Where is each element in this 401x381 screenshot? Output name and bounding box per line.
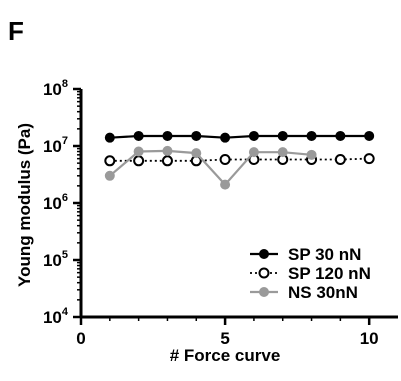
series-2 xyxy=(104,153,375,167)
data-point xyxy=(335,130,346,141)
y-tick-label: 105 xyxy=(43,249,68,270)
data-point xyxy=(133,155,145,167)
y-axis-title: Young modulus (Pa) xyxy=(15,123,34,287)
data-point xyxy=(104,155,116,167)
series-layer xyxy=(104,130,375,190)
data-point xyxy=(363,153,375,165)
data-point xyxy=(191,130,202,141)
data-point xyxy=(277,130,288,141)
data-point xyxy=(162,145,173,156)
data-point xyxy=(277,147,288,158)
data-point xyxy=(306,149,317,160)
legend-label: SP 30 nN xyxy=(288,245,361,264)
data-point xyxy=(162,130,173,141)
x-tick-label: 10 xyxy=(360,329,379,348)
data-point xyxy=(133,146,144,157)
x-tick-label: 0 xyxy=(76,329,85,348)
y-tick-label: 108 xyxy=(43,78,68,99)
data-point xyxy=(334,153,346,165)
legend-label: NS 30nN xyxy=(288,283,358,302)
data-point xyxy=(220,132,231,143)
y-tick-label: 104 xyxy=(43,306,69,327)
panel-label: F xyxy=(8,16,24,46)
data-point xyxy=(248,147,259,158)
data-point xyxy=(104,132,115,143)
data-point xyxy=(133,130,144,141)
y-tick-label: 107 xyxy=(43,135,68,156)
series-line xyxy=(109,134,370,139)
legend-marker xyxy=(259,287,269,297)
data-point xyxy=(219,153,231,165)
legend-item: SP 120 nN xyxy=(250,264,371,283)
legend-item: NS 30nN xyxy=(250,283,358,302)
legend-item: SP 30 nN xyxy=(250,245,361,264)
x-tick-labels: 0 5 10 xyxy=(76,329,378,348)
legend-marker xyxy=(259,249,269,259)
data-point xyxy=(248,130,259,141)
legend-marker xyxy=(258,267,270,279)
y-tick-labels: 104 105 106 107 108 xyxy=(43,78,69,327)
series-line xyxy=(109,157,370,162)
x-axis-title: # Force curve xyxy=(170,346,281,365)
legend-label: SP 120 nN xyxy=(288,264,371,283)
data-point xyxy=(220,179,231,190)
data-point xyxy=(306,130,317,141)
data-point xyxy=(104,170,115,181)
axes xyxy=(73,87,398,325)
data-point xyxy=(161,155,173,167)
series-1 xyxy=(104,130,375,143)
y-tick-label: 106 xyxy=(43,192,68,213)
data-point xyxy=(191,148,202,159)
series-3 xyxy=(104,145,317,190)
data-point xyxy=(364,130,375,141)
x-tick-label: 5 xyxy=(220,329,229,348)
